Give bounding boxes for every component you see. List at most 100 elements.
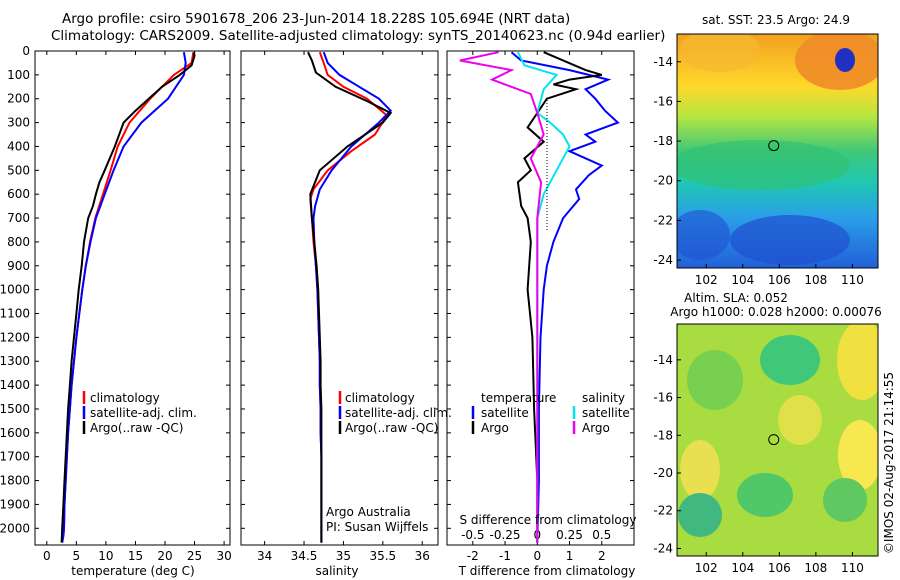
sla-yellow-patch (837, 324, 878, 400)
depth-tick-label: 1800 (0, 474, 30, 488)
title-line-1: Argo profile: csiro 5901678_206 23-Jun-2… (62, 11, 571, 27)
map-x-tick-label: 102 (695, 273, 718, 287)
map-x-tick-label: 108 (804, 561, 827, 575)
x-tick-label: -1 (499, 549, 511, 563)
map-x-tick-label: 104 (731, 561, 754, 575)
x-tick-label: 34 (257, 549, 272, 563)
series-line-temperature-argo (516, 51, 603, 543)
sst-map-field (677, 34, 878, 268)
salinity-legend: climatology satellite-adj. clim. Argo(..… (326, 391, 452, 534)
difference-xlabel-top: S difference from climatology (460, 513, 637, 527)
sla-map-title-line1: Altim. SLA: 0.052 (684, 291, 788, 305)
sla-map-title-line2: Argo h1000: 0.028 h2000: 0.00076 (670, 305, 882, 319)
sla-map-ticks: 102 104 106 108 110 -14 -16 -18 -20 -22 -24 (653, 353, 863, 575)
s-diff-tick-label: -0.25 (490, 528, 521, 542)
sst-deep-blue (730, 215, 850, 265)
legend-satellite-label: satellite-adj. clim. (90, 406, 197, 420)
axis-ticks: 0 5 10 15 20 25 30 34 34.5 35 35.5 36 -2 -1 0 1 20100200… (0, 44, 634, 563)
x-tick-label: 20 (157, 549, 172, 563)
x-tick-label: 35 (336, 549, 351, 563)
legend-temp-satellite-label: satellite (481, 406, 529, 420)
map-x-tick-label: 110 (841, 273, 864, 287)
x-tick-label: 10 (98, 549, 113, 563)
map-y-tick-label: -24 (653, 541, 673, 555)
sla-argo-location-marker (768, 434, 780, 446)
sla-green-patch (760, 335, 820, 385)
map-y-tick-label: -16 (653, 94, 673, 108)
s-diff-tick-label: 0.5 (592, 528, 611, 542)
depth-tick-label: 1200 (0, 330, 30, 344)
depth-tick-label: 1700 (0, 450, 30, 464)
sst-map-title: sat. SST: 23.5 Argo: 24.9 (702, 13, 850, 27)
depth-tick-label: 1100 (0, 307, 30, 321)
pi-name-label: PI: Susan Wijffels (326, 520, 428, 534)
depth-tick-label: 1000 (0, 283, 30, 297)
map-y-tick-label: -24 (653, 253, 673, 267)
map-y-tick-label: -16 (653, 391, 673, 405)
difference-legend: temperature satellite Argo salinity sate… (471, 391, 630, 435)
x-tick-label: 34.5 (291, 549, 318, 563)
map-y-tick-label: -14 (653, 55, 673, 69)
legend-temp-argo-label: Argo (481, 421, 509, 435)
map-x-tick-label: 104 (731, 273, 754, 287)
map-y-tick-label: -22 (653, 504, 673, 518)
depth-tick-label: 1300 (0, 354, 30, 368)
argo-australia-label: Argo Australia (326, 505, 411, 519)
sst-map-ticks: 102 104 106 108 110 -14 -16 -18 -20 -22 -24 (653, 55, 863, 287)
sla-yellow-patch-2 (838, 420, 878, 490)
map-y-tick-label: -20 (653, 466, 673, 480)
sst-argo-location-marker (768, 140, 780, 152)
map-y-tick-label: -22 (653, 213, 673, 227)
difference-xlabel-bottom: T difference from climatology (458, 564, 636, 578)
depth-tick-label: 1400 (0, 378, 30, 392)
sst-map-frame (676, 33, 879, 269)
temperature-panel-frame (34, 50, 231, 546)
s-diff-tick-label: -0.5 (461, 528, 484, 542)
temperature-legend: climatology satellite-adj. clim. Argo(..… (82, 391, 197, 435)
map-x-tick-label: 110 (841, 561, 864, 575)
x-tick-label: 0 (43, 549, 51, 563)
profile-lines (60, 51, 620, 543)
sla-green-patch-2 (737, 473, 793, 517)
sla-green-patch-4 (823, 478, 867, 522)
legend-climatology-label: climatology (345, 391, 415, 405)
sla-map-frame (676, 323, 879, 557)
legend-satellite-label: satellite-adj. clim. (345, 406, 452, 420)
depth-tick-label: 200 (7, 92, 30, 106)
salinity-xlabel: salinity (315, 564, 358, 578)
map-y-tick-label: -20 (653, 174, 673, 188)
depth-tick-label: 300 (7, 116, 30, 130)
map-y-tick-label: -14 (653, 353, 673, 367)
depth-tick-label: 0 (22, 44, 30, 58)
x-tick-label: -2 (467, 549, 479, 563)
map-y-tick-label: -18 (653, 134, 673, 148)
map-y-tick-label: -18 (653, 428, 673, 442)
legend-argo-label: Argo(..raw -QC) (345, 421, 438, 435)
legend-sal-argo-label: Argo (582, 421, 610, 435)
legend-argo-label: Argo(..raw -QC) (90, 421, 183, 435)
legend-sal-satellite-label: satellite (582, 406, 630, 420)
depth-tick-label: 1900 (0, 497, 30, 511)
x-tick-label: 36 (415, 549, 430, 563)
temperature-xlabel: temperature (deg C) (71, 564, 194, 578)
x-tick-label: 2 (598, 549, 606, 563)
x-tick-label: 35.5 (369, 549, 396, 563)
sla-map-field (677, 324, 878, 556)
sla-green-patch-5 (687, 350, 743, 410)
depth-tick-label: 1500 (0, 402, 30, 416)
x-tick-label: 1 (566, 549, 574, 563)
sla-yellow-patch-3 (680, 440, 720, 500)
title-line-2: Climatology: CARS2009. Satellite-adjuste… (51, 28, 666, 44)
legend-climatology-label: climatology (90, 391, 160, 405)
depth-tick-label: 400 (7, 139, 30, 153)
legend-temperature-heading: temperature (481, 391, 556, 405)
sst-deep-blue-2 (677, 210, 730, 260)
series-line-argo-raw-qc- (307, 51, 393, 543)
salinity-panel-frame (240, 50, 439, 546)
map-x-tick-label: 108 (804, 273, 827, 287)
depth-tick-label: 1600 (0, 426, 30, 440)
difference-panel-frame (446, 50, 635, 546)
map-x-tick-label: 106 (768, 273, 791, 287)
map-x-tick-label: 102 (695, 561, 718, 575)
depth-tick-label: 800 (7, 235, 30, 249)
